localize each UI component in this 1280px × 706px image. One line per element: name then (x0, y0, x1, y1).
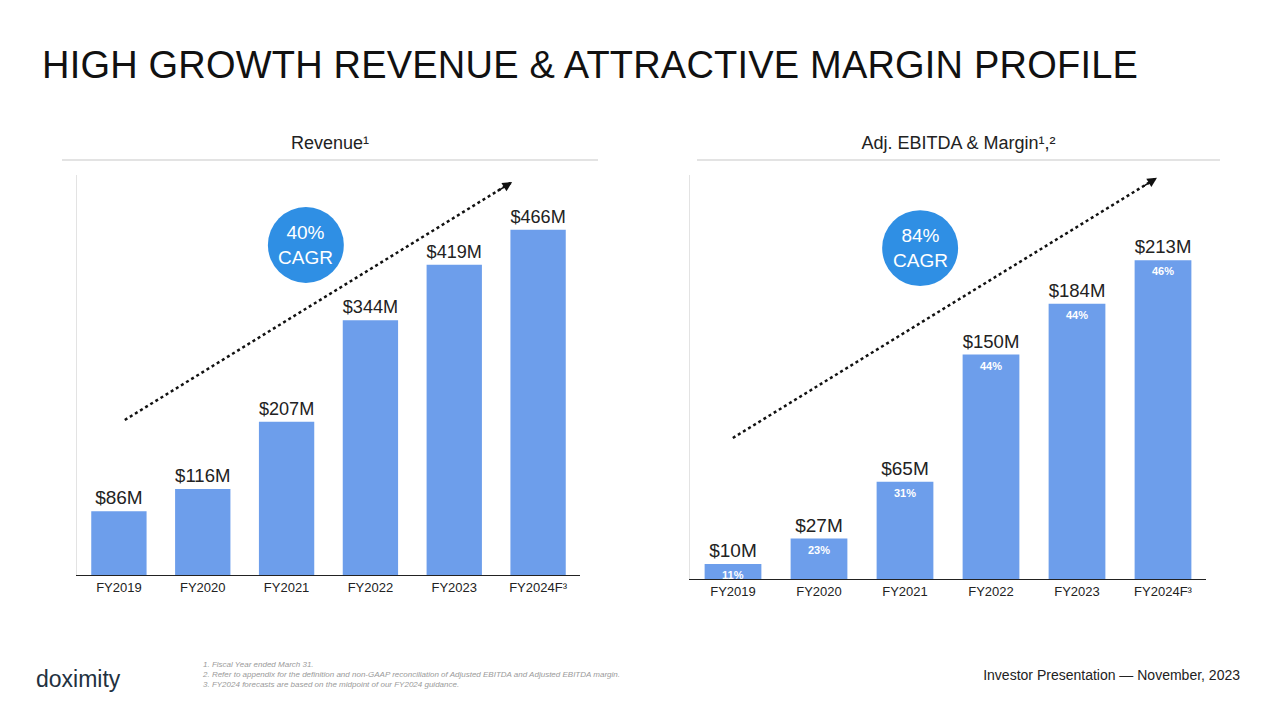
html-text:3. FY2024 forecasts are based: 3. FY2024 forecasts are based on the mid… (203, 680, 460, 689)
svg-text:$466M: $466M (510, 207, 565, 227)
html-text:2. Refer to appendix for the d: 2. Refer to appendix for the definition … (203, 670, 620, 679)
html-text:Revenue¹: Revenue¹ (291, 133, 369, 153)
svg-text:11%: 11% (722, 569, 744, 581)
svg-text:$10M: $10M (709, 540, 757, 561)
svg-text:FY2023: FY2023 (431, 580, 477, 595)
svg-text:FY2021: FY2021 (882, 584, 928, 599)
svg-text:FY2024F³: FY2024F³ (1134, 584, 1192, 599)
html-text:Adj. EBITDA & Margin¹,²: Adj. EBITDA & Margin¹,² (861, 133, 1056, 153)
svg-text:23%: 23% (808, 544, 830, 556)
svg-text:FY2020: FY2020 (180, 580, 226, 595)
svg-text:FY2024F³: FY2024F³ (509, 580, 567, 595)
svg-text:$344M: $344M (343, 297, 398, 317)
svg-text:$150M: $150M (963, 331, 1020, 352)
svg-text:$184M: $184M (1049, 280, 1106, 301)
svg-text:$419M: $419M (427, 242, 482, 262)
svg-text:$207M: $207M (259, 399, 314, 419)
svg-text:FY2022: FY2022 (968, 584, 1014, 599)
svg-text:FY2023: FY2023 (1054, 584, 1100, 599)
svg-text:84%CAGR: 84%CAGR (893, 225, 948, 271)
svg-text:44%: 44% (1066, 309, 1088, 321)
svg-text:FY2020: FY2020 (796, 584, 842, 599)
svg-text:FY2019: FY2019 (96, 580, 142, 595)
html-text:Investor Presentation — Novemb: Investor Presentation — November, 2023 (983, 667, 1240, 683)
svg-text:$27M: $27M (795, 515, 843, 536)
svg-text:$213M: $213M (1135, 236, 1192, 257)
html-text:doximity: doximity (36, 666, 121, 692)
svg-text:40%CAGR: 40%CAGR (278, 222, 333, 268)
svg-text:FY2022: FY2022 (348, 580, 394, 595)
html-text:1. Fiscal Year ended March 31.: 1. Fiscal Year ended March 31. (203, 660, 314, 669)
svg-text:FY2019: FY2019 (710, 584, 756, 599)
svg-text:31%: 31% (894, 487, 916, 499)
svg-text:46%: 46% (1152, 265, 1174, 277)
svg-text:$65M: $65M (881, 458, 929, 479)
svg-text:44%: 44% (980, 360, 1002, 372)
html-text:HIGH GROWTH REVENUE & ATTRACTI: HIGH GROWTH REVENUE & ATTRACTIVE MARGIN … (42, 44, 1138, 86)
svg-text:FY2021: FY2021 (264, 580, 310, 595)
svg-text:$116M: $116M (175, 465, 230, 486)
svg-text:$86M: $86M (95, 487, 143, 508)
